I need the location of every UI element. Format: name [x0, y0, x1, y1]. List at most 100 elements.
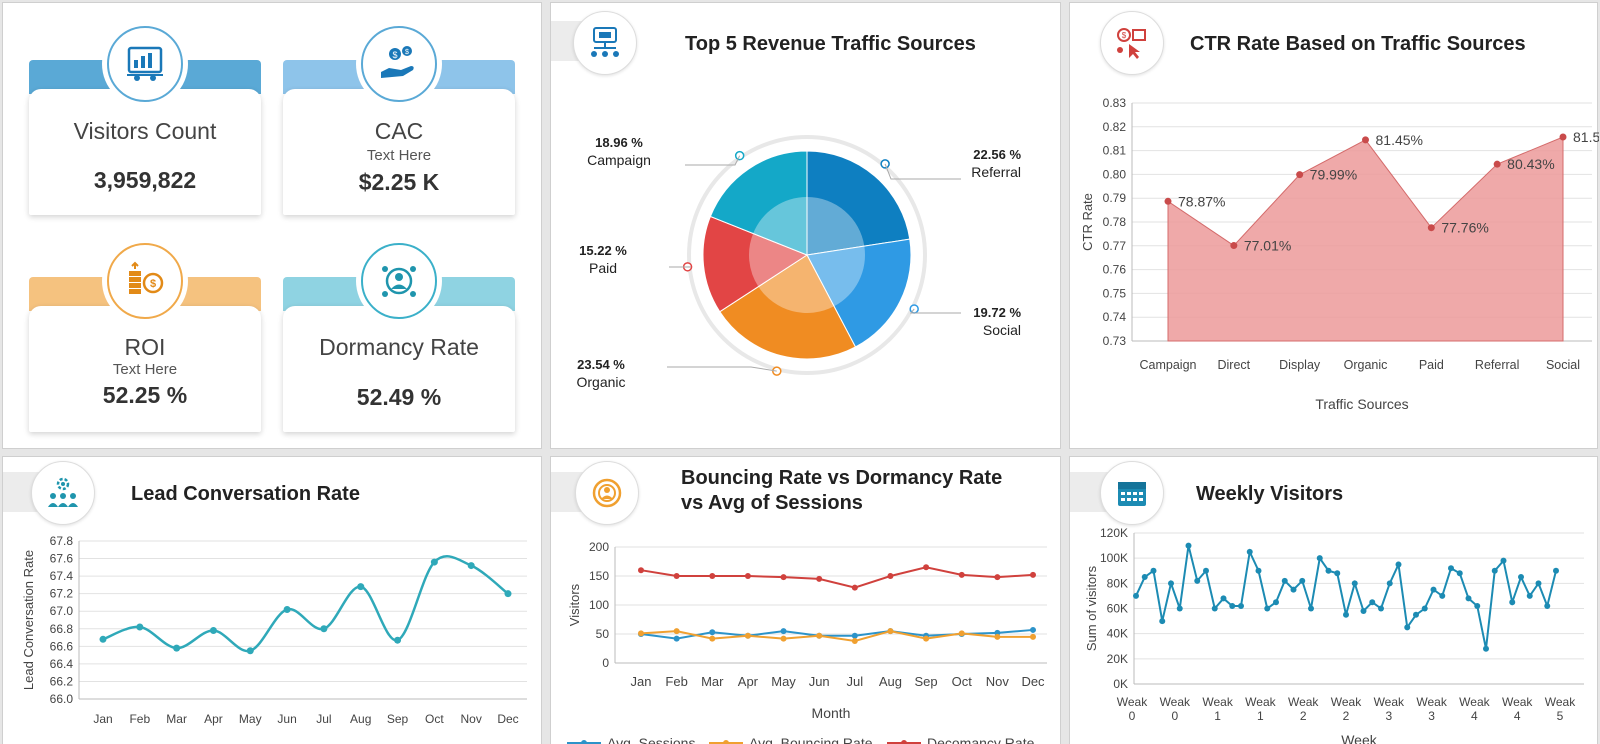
lead-point [394, 636, 402, 644]
x-tick-label: Weak [1160, 695, 1191, 709]
y-tick-label: 100 [589, 598, 609, 612]
weekly-point [1343, 611, 1349, 618]
x-tick-label: Jun [809, 674, 830, 689]
y-axis-title: CTR Rate [1080, 193, 1095, 251]
x-tick-label: Weak [1459, 695, 1490, 709]
y-tick-label: 0.76 [1103, 263, 1127, 277]
lead-point [99, 635, 107, 643]
x-tick-label: Weak [1502, 695, 1533, 709]
y-tick-label: 0K [1113, 677, 1128, 691]
legend-swatch-dot [581, 740, 587, 744]
x-tick-label: Feb [665, 674, 687, 689]
weekly-point [1474, 602, 1481, 609]
svg-text:$: $ [150, 278, 156, 290]
pie-slice-social [806, 238, 912, 348]
panel-icon-circle [31, 461, 95, 525]
x-tick-label: Feb [129, 712, 150, 726]
pie-slice-referral [806, 150, 911, 256]
x-tick-label: May [239, 712, 262, 726]
kpi-icon-circle [356, 238, 442, 324]
chart-title: Top 5 Revenue Traffic Sources [685, 33, 976, 55]
ctr-data-label: 78.87% [1178, 193, 1225, 209]
weekly-point [1238, 602, 1244, 609]
legend-swatch-dot [901, 740, 907, 744]
weekly-point [1413, 611, 1419, 618]
y-axis-title: Sum of visitors [1084, 565, 1099, 651]
ctr-panel: $ CTR Rate Based on Traffic Sources 0.73… [1069, 2, 1599, 449]
kpi-subtitle: Text Here [112, 361, 178, 378]
y-tick-label: 67.0 [50, 604, 74, 618]
x-tick-label: Weak [1374, 695, 1405, 709]
y-tick-label: 50 [596, 627, 610, 641]
x-tick-label: 0 [1129, 709, 1136, 723]
kpi-title: ROI [124, 334, 166, 360]
lead-point [136, 623, 144, 631]
x-tick-label: Referral [1475, 358, 1519, 372]
weekly-point [1133, 592, 1139, 599]
weekly-point [1194, 577, 1201, 584]
y-tick-label: 0.79 [1103, 191, 1127, 205]
ctr-point [1493, 160, 1501, 168]
lead-point [173, 644, 181, 652]
series-point [780, 574, 787, 581]
weekly-point [1430, 586, 1437, 593]
y-tick-label: 0.81 [1103, 144, 1127, 158]
legend-label: Decomancy Rate [927, 735, 1035, 744]
weekly-point [1518, 574, 1524, 581]
x-tick-label: May [771, 674, 796, 689]
y-tick-label: 0.78 [1103, 215, 1127, 229]
lead-line [102, 555, 509, 653]
weekly-point [1255, 567, 1262, 574]
y-tick-label: 66.4 [50, 657, 74, 671]
y-tick-label: 0 [602, 656, 609, 670]
ctr-area-chart: 0.73 0.74 0.75 0.76 0.77 0.78 0.79 0.80 0.81 0.82… [1080, 96, 1599, 412]
lead-point [504, 590, 512, 598]
pie-pct-label: 22.56 % [973, 147, 1021, 162]
weekly-point [1203, 567, 1209, 574]
x-tick-label: Social [1546, 358, 1580, 372]
y-axis-title: Visitors [567, 583, 582, 626]
ctr-data-label: 77.76% [1441, 220, 1488, 236]
panel-icon-circle [1100, 461, 1164, 525]
pie-inner-highlight [758, 255, 835, 313]
y-tick-label: 67.8 [50, 534, 74, 548]
y-tick-label: 150 [589, 569, 609, 583]
weekly-point [1500, 557, 1507, 564]
weekly-point [1351, 580, 1358, 587]
kpi-icon-circle [102, 21, 188, 107]
lead-point [209, 627, 217, 635]
panel-icon-circle [575, 461, 639, 525]
lead-point [320, 625, 328, 633]
weekly-point [1246, 548, 1253, 555]
y-tick-label: 66.0 [50, 692, 74, 706]
y-tick-label: 0.77 [1103, 239, 1127, 253]
weekly-point [1211, 605, 1218, 612]
ctr-point [1362, 136, 1369, 144]
weekly-point [1483, 645, 1489, 652]
kpi-title: CAC [374, 118, 424, 144]
lead-line-chart: 66.0 66.2 66.4 66.6 66.8 67.0 67.2 67.4 67.6 67.8… [21, 534, 527, 726]
lead-point [430, 558, 438, 566]
click-cursor-icon: $ [1117, 28, 1146, 59]
lead-point [246, 647, 254, 655]
kpi-title: Dormancy Rate [319, 334, 479, 360]
series-point [816, 575, 823, 582]
coins-return-icon: $ [129, 261, 164, 294]
y-tick-label: 67.6 [50, 552, 74, 566]
series-line [640, 630, 1033, 642]
series-point [744, 632, 751, 639]
series-point [673, 628, 680, 635]
y-tick-label: 67.4 [50, 569, 74, 583]
y-tick-label: 0.75 [1103, 286, 1127, 300]
series-point [780, 628, 787, 635]
series-point [958, 571, 965, 578]
ctr-point [1427, 224, 1435, 232]
weekly-point [1168, 580, 1174, 587]
y-tick-label: 60K [1107, 602, 1128, 616]
weekly-point [1150, 567, 1157, 574]
kpi-title: Visitors Count [73, 118, 217, 144]
dashboard-analytics-icon [127, 46, 163, 81]
x-tick-label: 3 [1428, 709, 1435, 723]
pie-category-label: Campaign [587, 152, 651, 168]
ctr-data-label: 79.99% [1310, 167, 1357, 183]
